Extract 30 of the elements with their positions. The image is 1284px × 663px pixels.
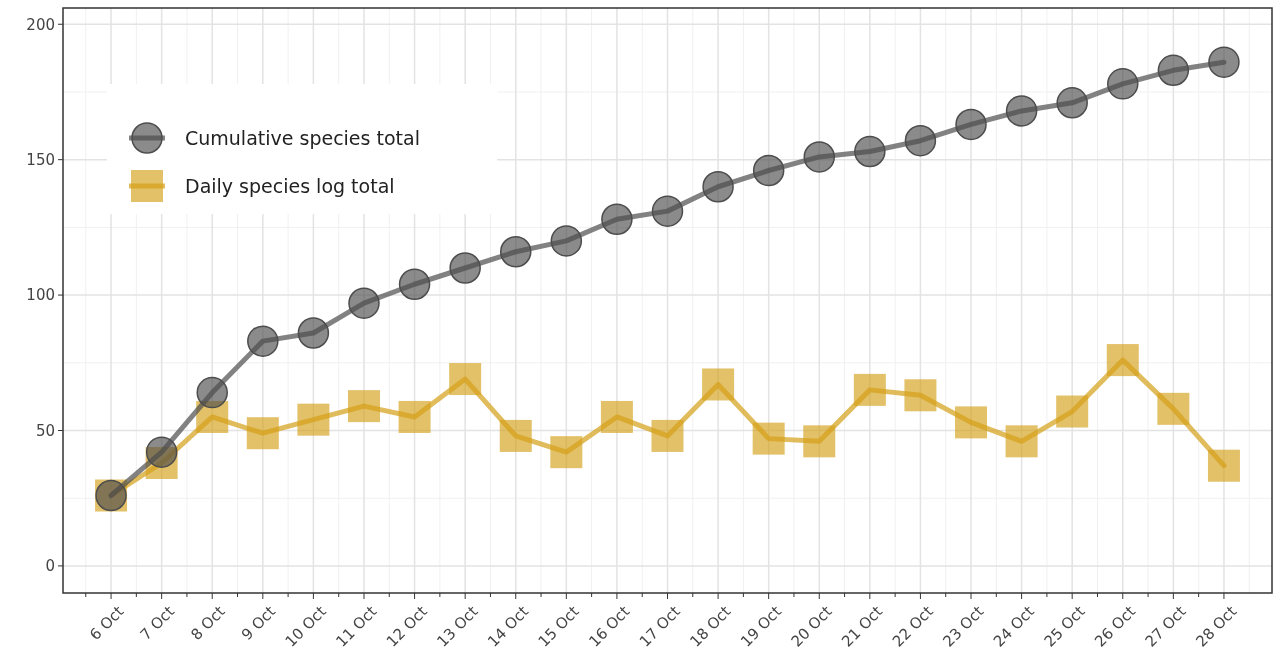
x-tick-label: 6 Oct xyxy=(86,602,128,644)
x-tick-label: 13 Oct xyxy=(433,602,482,651)
x-tick-label: 11 Oct xyxy=(332,602,381,651)
x-tick-label: 21 Oct xyxy=(838,602,887,651)
legend-label: Cumulative species total xyxy=(185,126,420,149)
x-tick-label: 12 Oct xyxy=(382,602,431,651)
x-tick-label: 20 Oct xyxy=(787,602,836,651)
x-tick-label: 7 Oct xyxy=(136,602,178,644)
x-tick-label: 19 Oct xyxy=(736,602,785,651)
legend-label: Daily species log total xyxy=(185,174,395,197)
y-tick-label: 200 xyxy=(26,15,55,34)
x-tick-label: 17 Oct xyxy=(635,602,684,651)
x-tick-label: 26 Oct xyxy=(1091,602,1140,651)
y-tick-label: 150 xyxy=(26,150,55,169)
x-tick-label: 27 Oct xyxy=(1141,602,1190,651)
x-tick-label: 16 Oct xyxy=(585,602,634,651)
y-tick-label: 50 xyxy=(35,421,55,440)
x-tick-label: 8 Oct xyxy=(187,602,229,644)
y-tick-label: 100 xyxy=(26,286,55,305)
y-tick-label: 0 xyxy=(45,557,55,576)
x-tick-label: 15 Oct xyxy=(534,602,583,651)
x-tick-label: 10 Oct xyxy=(281,602,330,651)
x-tick-label: 18 Oct xyxy=(686,602,735,651)
x-tick-label: 9 Oct xyxy=(237,602,280,644)
x-tick-label: 14 Oct xyxy=(484,602,533,651)
x-tick-label: 23 Oct xyxy=(939,602,988,651)
x-tick-label: 24 Oct xyxy=(989,602,1038,651)
x-tick-label: 28 Oct xyxy=(1192,602,1241,651)
x-tick-label: 25 Oct xyxy=(1040,602,1089,651)
x-tick-label: 22 Oct xyxy=(888,602,937,651)
